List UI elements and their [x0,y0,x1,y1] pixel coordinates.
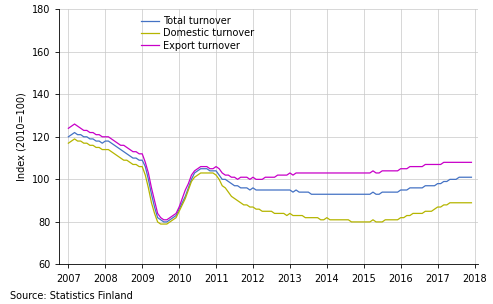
Domestic turnover [195,173,201,177]
Text: Source: Statistics Finland: Source: Statistics Finland [10,291,133,301]
Total turnover [161,220,167,224]
Line: Export turnover: Export turnover [69,124,471,220]
Domestic turnover [207,171,213,175]
Domestic turnover [118,156,124,160]
Total turnover [103,139,108,143]
Export turnover [195,167,201,171]
Export turnover [207,167,213,171]
Total turnover [118,148,124,151]
Line: Domestic turnover: Domestic turnover [69,139,471,224]
Domestic turnover [468,201,474,205]
Domestic turnover [66,141,71,145]
Domestic turnover [394,218,400,222]
Domestic turnover [158,222,164,226]
Total turnover [398,188,404,192]
Export turnover [71,122,77,126]
Export turnover [66,126,71,130]
Export turnover [118,143,124,147]
Legend: Total turnover, Domestic turnover, Export turnover: Total turnover, Domestic turnover, Expor… [140,14,256,53]
Export turnover [394,169,400,173]
Domestic turnover [71,137,77,141]
Total turnover [71,131,77,134]
Export turnover [103,135,108,139]
Domestic turnover [103,148,108,151]
Total turnover [207,169,213,173]
Total turnover [468,175,474,179]
Total turnover [394,190,400,194]
Total turnover [66,135,71,139]
Domestic turnover [398,216,404,219]
Total turnover [195,169,201,173]
Export turnover [468,161,474,164]
Export turnover [161,218,167,222]
Y-axis label: Index (2010=100): Index (2010=100) [16,92,26,181]
Export turnover [398,167,404,171]
Line: Total turnover: Total turnover [69,133,471,222]
